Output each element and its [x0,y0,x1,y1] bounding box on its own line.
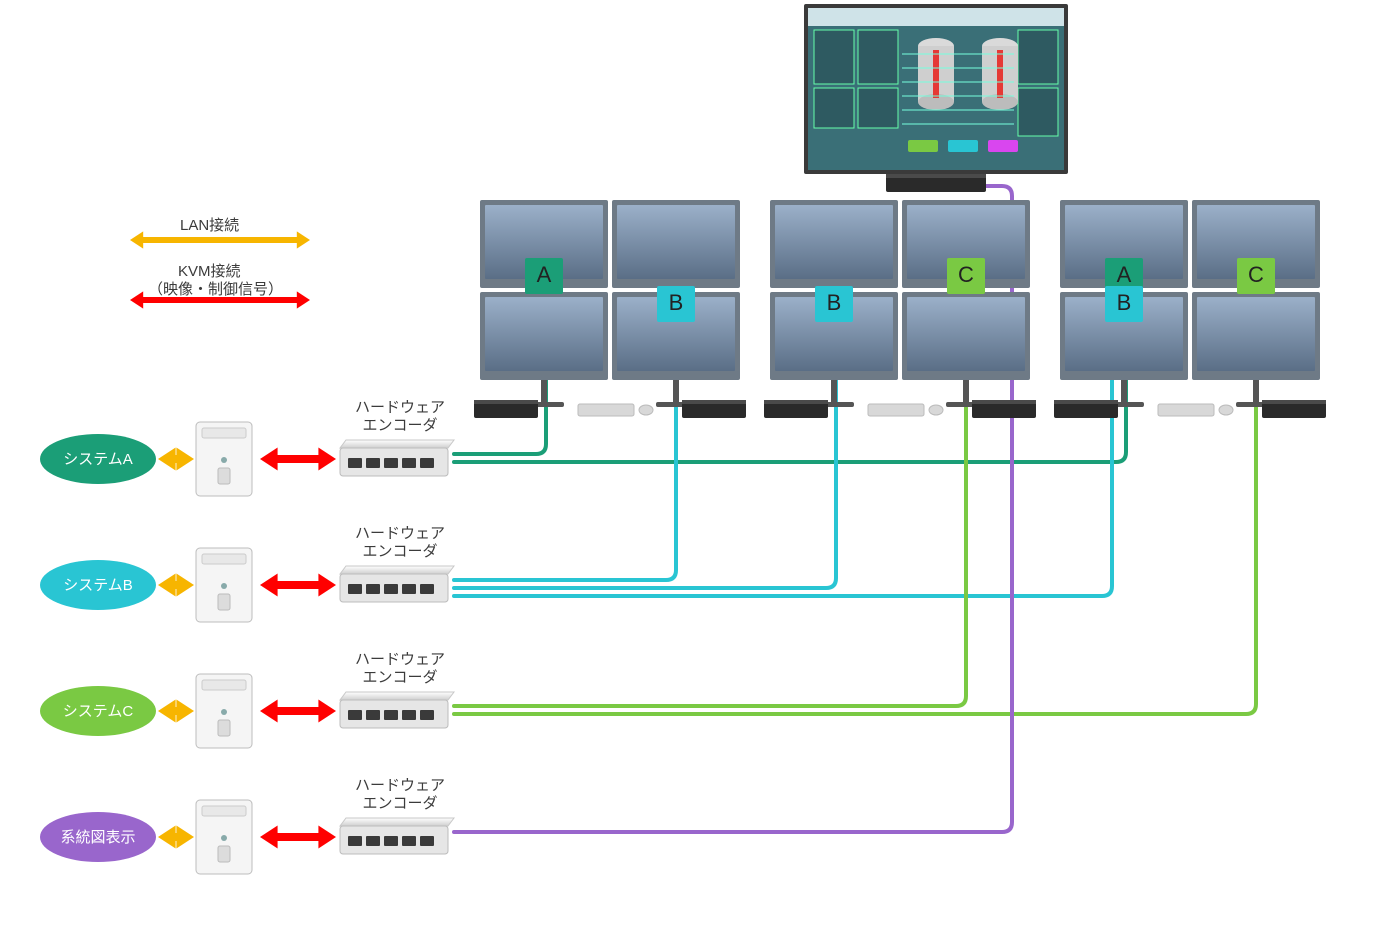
server-icon [196,674,252,748]
system-label-d: 系統図表示 [46,826,150,847]
encoder-icon [340,566,454,602]
badge-letter: C [947,262,985,288]
badge-letter: A [525,262,563,288]
server-icon [196,548,252,622]
badge-letter: B [815,290,853,316]
scada-display [804,4,1068,192]
encoder-label: エンコーダ [320,666,480,687]
encoder-icon [340,440,454,476]
system-label-c: システムC [46,700,150,721]
legend-kvm-sub: （映像・制御信号） [148,278,283,299]
encoder-icon [340,818,454,854]
workstation-ws3 [1054,200,1326,418]
badge-letter: B [657,290,695,316]
legend-lan-label: LAN接続 [180,214,239,235]
encoder-icon [340,692,454,728]
server-icon [196,800,252,874]
server-icon [196,422,252,496]
badge-letter: A [1105,262,1143,288]
encoder-label: エンコーダ [320,792,480,813]
badge-letter: C [1237,262,1275,288]
diagram-root: LAN接続KVM接続（映像・制御信号）システムAハードウェアエンコーダシステムB… [0,0,1400,940]
system-label-b: システムB [46,574,150,595]
workstation-ws1 [474,200,746,418]
badge-letter: B [1105,290,1143,316]
workstation-ws2 [764,200,1036,418]
encoder-label: エンコーダ [320,414,480,435]
encoder-label: エンコーダ [320,540,480,561]
system-label-a: システムA [46,448,150,469]
